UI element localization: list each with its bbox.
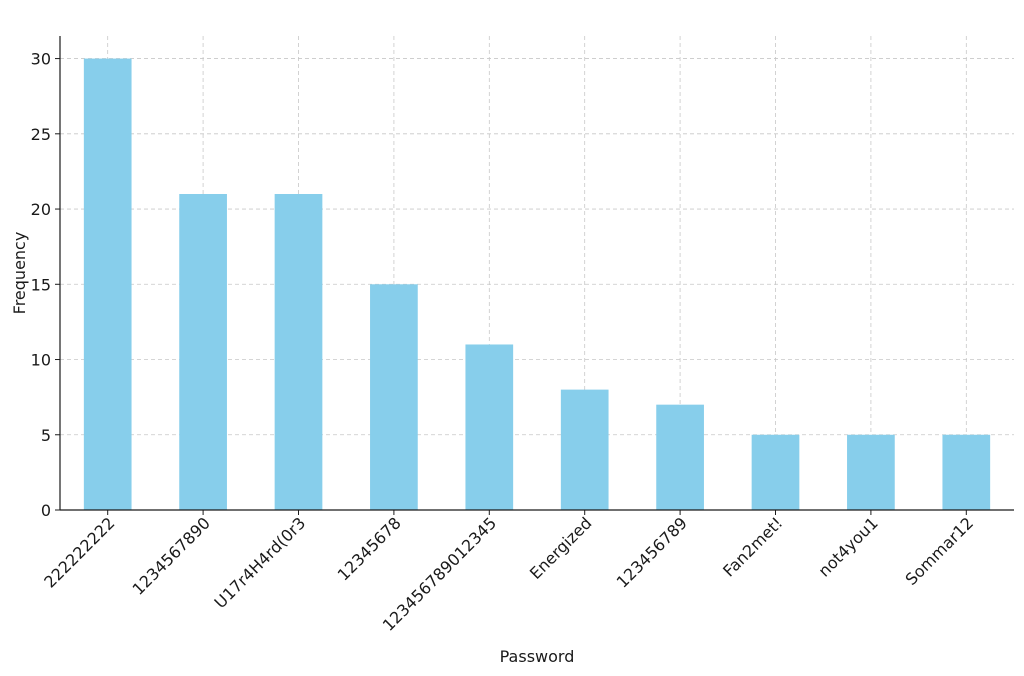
x-tick-label: U17r4H4rd(0r3 [211, 513, 310, 612]
y-tick-label: 25 [31, 125, 51, 144]
bars [83, 58, 991, 510]
y-ticks: 0 5 10 15 20 25 30 [31, 50, 60, 520]
x-tick-label: not4you1 [815, 513, 882, 580]
y-tick-label: 10 [31, 351, 51, 370]
bar [751, 434, 800, 510]
y-tick-label: 5 [41, 426, 51, 445]
y-tick-label: 30 [31, 50, 51, 69]
x-tick-label: Sommar12 [902, 513, 978, 589]
x-tick-label: 1234567890 [129, 513, 214, 598]
y-tick-label: 20 [31, 200, 51, 219]
bar [465, 344, 514, 510]
x-tick-label: 222222222 [40, 513, 118, 591]
bar [179, 194, 227, 510]
bar [942, 434, 991, 510]
x-tick-label: Energized [526, 513, 596, 583]
bar [847, 434, 895, 510]
bar [560, 389, 609, 510]
y-tick-label: 15 [31, 275, 51, 294]
x-tick-label: Fan2met! [719, 513, 786, 580]
x-tick-label: 123456789 [613, 513, 691, 591]
y-axis-title: Frequency [10, 232, 29, 315]
bar [656, 404, 704, 510]
y-tick-label: 0 [41, 501, 51, 520]
bar [274, 194, 323, 510]
x-tick-label: 12345678 [334, 513, 405, 584]
bar [83, 58, 132, 510]
x-axis-title: Password [500, 647, 575, 666]
bar [370, 284, 418, 510]
axes [59, 36, 1014, 511]
